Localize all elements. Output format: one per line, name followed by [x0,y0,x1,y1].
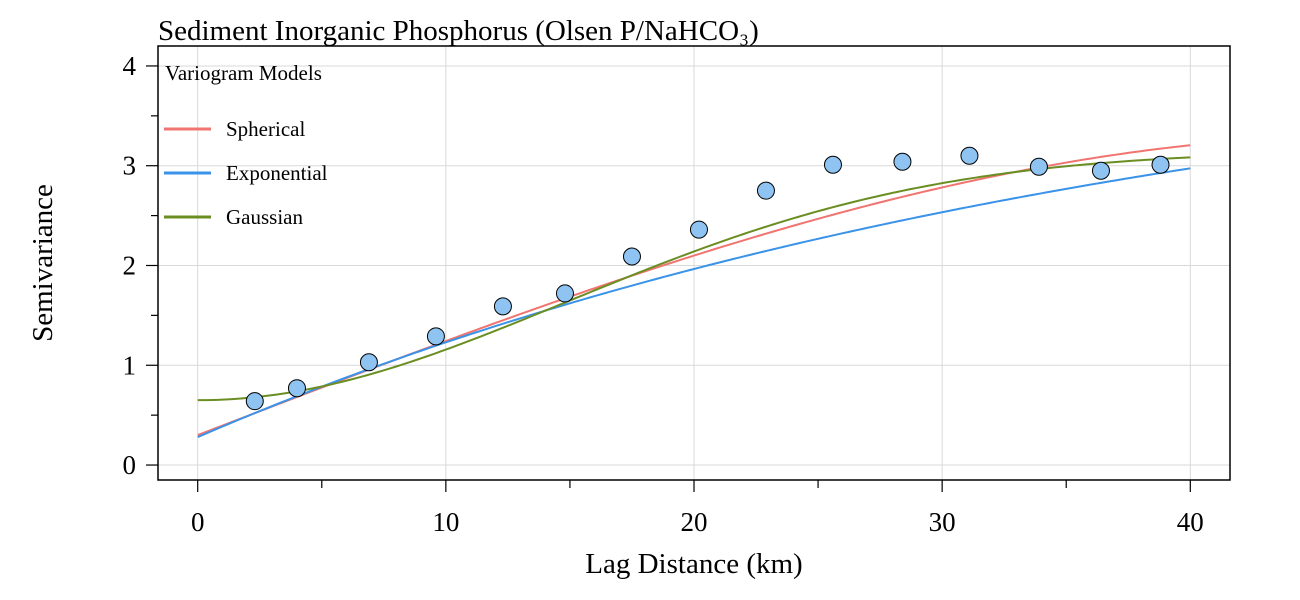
data-point-11 [960,146,979,165]
x-tick-label: 40 [1177,507,1204,537]
y-tick-label: 2 [123,250,137,280]
y-tick-label: 1 [123,350,137,380]
y-tick-label: 3 [123,151,137,181]
data-point-13 [1091,161,1110,180]
y-tick-label: 4 [123,51,137,81]
x-tick-label: 20 [681,507,708,537]
data-point-12 [1029,157,1048,176]
y-axis-label: Semivariance [27,184,59,342]
legend-title: Variogram Models [165,61,322,85]
y-tick-label: 0 [123,450,137,480]
x-tick-label: 0 [191,507,205,537]
model-curve-exponential [197,167,1191,439]
x-axis-label: Lag Distance (km) [585,548,802,580]
legend-label-gaussian: Gaussian [226,205,303,229]
data-point-1 [287,379,306,398]
data-point-0 [245,392,264,411]
data-point-4 [493,297,512,316]
empirical-points [245,146,1170,411]
data-point-14 [1151,155,1170,174]
legend-label-spherical: Spherical [226,117,305,141]
data-point-10 [893,152,912,171]
x-tick-label: 30 [929,507,956,537]
data-point-6 [622,247,641,266]
data-point-2 [359,353,378,372]
legend: Variogram Models Spherical Exponential Gau… [164,61,328,229]
y-axis: 0 1 2 3 4 [123,51,158,480]
data-point-7 [689,220,708,239]
data-point-5 [555,284,574,303]
grid [158,46,1230,480]
data-point-3 [426,327,445,346]
chart-title: Sediment Inorganic Phosphorus (Olsen P/N… [158,15,759,47]
x-axis: 0 10 20 30 40 [191,480,1204,537]
model-curves [197,144,1191,439]
data-point-8 [756,181,775,200]
model-curve-gaussian [197,156,1191,402]
legend-label-exponential: Exponential [226,161,328,185]
data-point-9 [823,155,842,174]
x-tick-label: 10 [432,507,459,537]
